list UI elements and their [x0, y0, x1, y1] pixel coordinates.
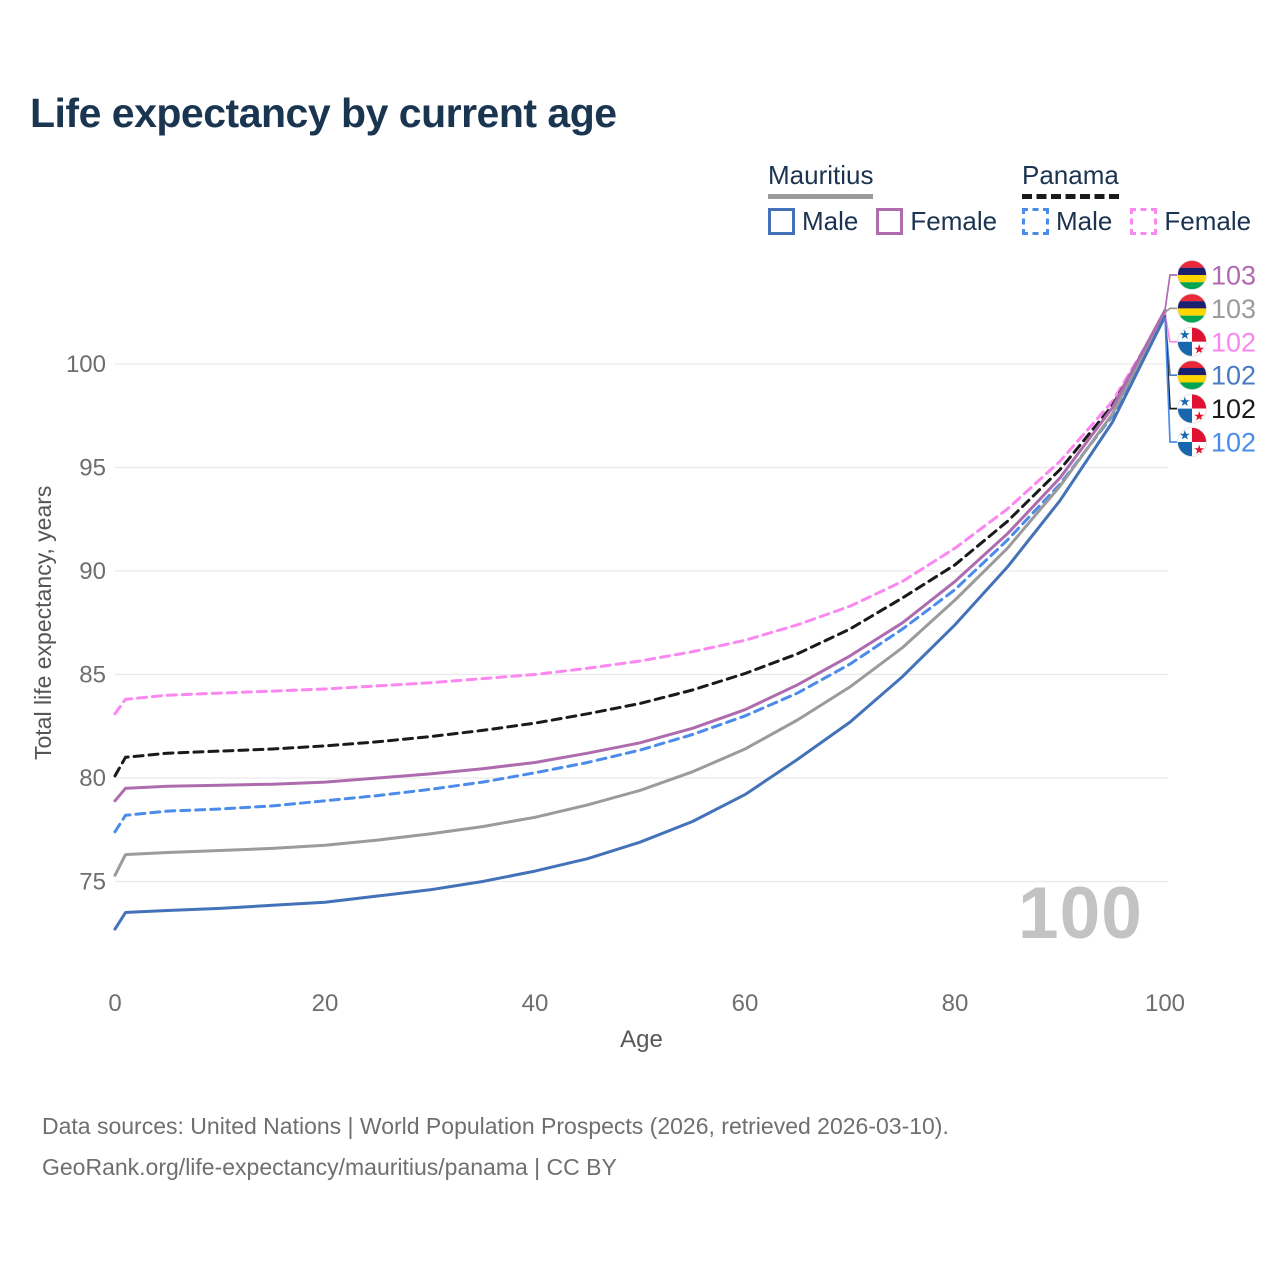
page-title: Life expectancy by current age	[30, 90, 617, 136]
series-line-panama-both-sexes	[113, 313, 1167, 778]
x-axis-title: Age	[620, 1026, 663, 1053]
end-label-value: 103	[1211, 294, 1256, 324]
panama-flag-icon: ★★	[1177, 393, 1207, 424]
y-tick-label: 75	[79, 869, 106, 896]
end-label-value: 102	[1211, 428, 1256, 458]
attribution-line: GeoRank.org/life-expectancy/mauritius/pa…	[42, 1154, 617, 1180]
svg-text:★: ★	[1179, 395, 1191, 410]
x-tick-label: 40	[522, 990, 549, 1017]
end-label-value: 102	[1211, 394, 1256, 424]
footer: Data sources: United Nations | World Pop…	[42, 1106, 949, 1188]
x-tick-label: 80	[942, 990, 969, 1017]
series-line-mauritius-female	[113, 308, 1167, 803]
data-sources-line: Data sources: United Nations | World Pop…	[42, 1113, 949, 1139]
x-tick-label: 0	[108, 990, 121, 1017]
x-tick-label: 100	[1145, 990, 1185, 1017]
mauritius-flag-icon	[1177, 293, 1207, 324]
end-label-connector	[1164, 274, 1177, 311]
svg-text:★: ★	[1193, 343, 1205, 358]
panama-flag-icon: ★★	[1177, 326, 1207, 358]
legend-label: Male	[802, 206, 859, 236]
y-tick-label: 80	[79, 765, 106, 792]
end-label-connector	[1164, 314, 1177, 343]
legend-label: Female	[910, 206, 998, 236]
legend-item-mauritius-female[interactable]: Female	[876, 206, 997, 237]
svg-text:★: ★	[1193, 443, 1205, 458]
y-axis-title: Total life expectancy, years	[30, 485, 56, 760]
series-line-panama-male	[113, 314, 1167, 834]
svg-text:★: ★	[1193, 409, 1205, 424]
y-tick-label: 95	[79, 455, 106, 482]
panama-male-swatch-icon	[1022, 208, 1049, 235]
end-label-connector	[1164, 316, 1177, 443]
mauritius-flag-icon	[1177, 360, 1207, 391]
end-label-value: 102	[1211, 327, 1256, 357]
series-line-mauritius-both-sexes	[113, 310, 1167, 877]
end-label-value: 103	[1211, 261, 1256, 291]
legend-label: Male	[1056, 206, 1113, 236]
end-label-connector	[1164, 307, 1177, 313]
legend-country-panama[interactable]: Panama	[1022, 160, 1119, 199]
legend-item-panama-male[interactable]: Male	[1022, 206, 1112, 237]
y-tick-label: 100	[66, 351, 106, 378]
mauritius-flag-icon	[1177, 260, 1207, 290]
legend-item-mauritius-male[interactable]: Male	[768, 206, 858, 237]
x-tick-label: 60	[732, 990, 759, 1017]
panama-flag-icon: ★★	[1177, 427, 1207, 458]
end-label-value: 102	[1211, 361, 1256, 391]
series-line-panama-female	[113, 312, 1167, 716]
legend-group-panama: Panama Male Female	[1022, 160, 1269, 237]
x-tick-label: 20	[312, 990, 339, 1017]
legend-item-panama-female[interactable]: Female	[1130, 206, 1251, 237]
legend-label: Female	[1164, 206, 1252, 236]
legend-group-mauritius: Mauritius Male Female	[768, 160, 1015, 237]
y-tick-label: 90	[79, 558, 106, 585]
legend-country-mauritius[interactable]: Mauritius	[768, 160, 874, 199]
panama-female-swatch-icon	[1130, 208, 1158, 235]
age-watermark: 100	[1018, 873, 1143, 954]
svg-text:★: ★	[1179, 328, 1191, 343]
svg-text:★: ★	[1179, 428, 1191, 443]
series-line-mauritius-male	[113, 314, 1167, 931]
mauritius-female-swatch-icon	[876, 208, 904, 235]
y-tick-label: 85	[79, 662, 106, 689]
mauritius-male-swatch-icon	[768, 208, 795, 235]
